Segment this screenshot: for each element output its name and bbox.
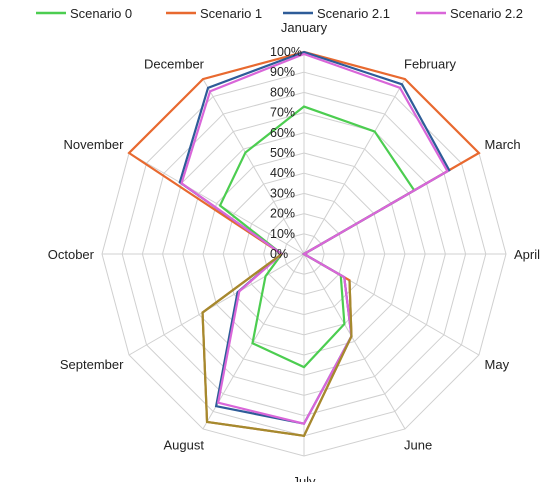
tick-label-80-percent: 80% [270,85,295,99]
series-layer [127,50,481,438]
category-label-january: January [281,20,328,35]
grid-spoke-june [303,253,406,430]
tick-label-100-percent: 100% [270,45,302,59]
category-label-march: March [485,137,521,152]
tick-label-10-percent: 10% [270,227,295,241]
legend: Scenario 0 Scenario 1 Scenario 2.1 Scena… [36,6,523,21]
series-line-scenario-0 [218,105,416,369]
grid-spoke-september [128,253,305,356]
legend-label-scenario-1: Scenario 1 [200,6,262,21]
category-label-july: July [292,474,316,482]
tick-label-30-percent: 30% [270,186,295,200]
tick-label-60-percent: 60% [270,126,295,140]
legend-label-scenario-2-1: Scenario 2.1 [317,6,390,21]
category-label-april: April [514,247,540,262]
category-label-august: August [164,438,205,453]
category-label-october: October [48,247,95,262]
tick-label-0-percent: 0% [270,247,288,261]
category-label-september: September [60,357,124,372]
tick-labels: 0% 10% 20% 30% 40% 50% 60% 70% 80% 90% 100% [270,45,302,261]
tick-label-40-percent: 40% [270,166,295,180]
tick-label-20-percent: 20% [270,207,295,221]
grid-spoke-december [202,78,305,255]
grid-spoke-february [303,78,406,255]
category-label-december: December [144,56,205,71]
legend-label-scenario-0: Scenario 0 [70,6,132,21]
series-line-scenario-2-1 [178,50,451,425]
tick-label-70-percent: 70% [270,106,295,120]
tick-label-90-percent: 90% [270,65,295,79]
category-label-june: June [404,438,432,453]
category-label-november: November [64,137,125,152]
grid-spoke-november [128,152,305,255]
tick-label-50-percent: 50% [270,146,295,160]
category-label-february: February [404,56,457,71]
category-label-may: May [485,357,510,372]
legend-label-scenario-2-2: Scenario 2.2 [450,6,523,21]
series-line-scenario-2-2 [180,52,449,425]
category-labels: January February March April May June July Augu… [48,20,540,482]
series-line-overlay [201,253,353,438]
